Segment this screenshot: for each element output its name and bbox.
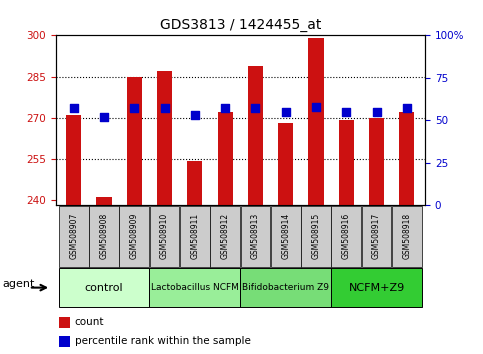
Bar [399, 112, 414, 205]
Bar [187, 161, 202, 205]
Point [282, 109, 290, 115]
Bar [248, 65, 263, 205]
Bar [309, 38, 324, 205]
Bar [217, 112, 233, 205]
Point [130, 105, 138, 111]
Bar [66, 115, 81, 205]
FancyBboxPatch shape [150, 206, 179, 267]
FancyBboxPatch shape [392, 206, 422, 267]
Point [70, 105, 78, 111]
FancyBboxPatch shape [119, 206, 149, 267]
Text: GSM508911: GSM508911 [190, 213, 199, 259]
Text: control: control [85, 282, 123, 293]
FancyBboxPatch shape [89, 206, 119, 267]
Text: GSM508915: GSM508915 [312, 213, 321, 259]
FancyBboxPatch shape [59, 206, 88, 267]
Bar [59, 336, 71, 347]
Point [252, 105, 259, 111]
Text: GSM508916: GSM508916 [342, 213, 351, 259]
Point [403, 105, 411, 111]
FancyBboxPatch shape [149, 268, 241, 307]
Bar [278, 123, 293, 205]
Text: Bifidobacterium Z9: Bifidobacterium Z9 [242, 283, 329, 292]
Point [373, 109, 381, 115]
FancyBboxPatch shape [241, 206, 270, 267]
FancyBboxPatch shape [362, 206, 391, 267]
Text: Lactobacillus NCFM: Lactobacillus NCFM [151, 283, 239, 292]
Title: GDS3813 / 1424455_at: GDS3813 / 1424455_at [159, 18, 321, 32]
Point [342, 109, 350, 115]
FancyBboxPatch shape [301, 206, 331, 267]
Text: GSM508914: GSM508914 [281, 213, 290, 259]
Text: GSM508909: GSM508909 [130, 213, 139, 259]
Text: GSM508910: GSM508910 [160, 213, 169, 259]
Text: GSM508917: GSM508917 [372, 213, 381, 259]
Bar [157, 71, 172, 205]
Bar [97, 197, 112, 205]
FancyBboxPatch shape [271, 206, 300, 267]
Text: GSM508908: GSM508908 [99, 213, 109, 259]
FancyBboxPatch shape [331, 206, 361, 267]
Point [312, 104, 320, 110]
Point [221, 105, 229, 111]
Point [191, 113, 199, 118]
Text: GSM508918: GSM508918 [402, 213, 412, 259]
Text: NCFM+Z9: NCFM+Z9 [348, 282, 405, 293]
Text: percentile rank within the sample: percentile rank within the sample [75, 336, 251, 346]
Text: GSM508913: GSM508913 [251, 213, 260, 259]
Point [161, 105, 169, 111]
Text: count: count [75, 318, 104, 327]
FancyBboxPatch shape [58, 268, 149, 307]
Bar [59, 317, 71, 328]
FancyBboxPatch shape [241, 268, 331, 307]
Bar [127, 76, 142, 205]
FancyBboxPatch shape [331, 268, 422, 307]
Text: GSM508912: GSM508912 [221, 213, 229, 259]
Bar [339, 120, 354, 205]
Bar [369, 118, 384, 205]
Point [100, 114, 108, 120]
FancyBboxPatch shape [210, 206, 240, 267]
FancyBboxPatch shape [180, 206, 210, 267]
Text: agent: agent [3, 279, 35, 289]
Text: GSM508907: GSM508907 [69, 213, 78, 259]
